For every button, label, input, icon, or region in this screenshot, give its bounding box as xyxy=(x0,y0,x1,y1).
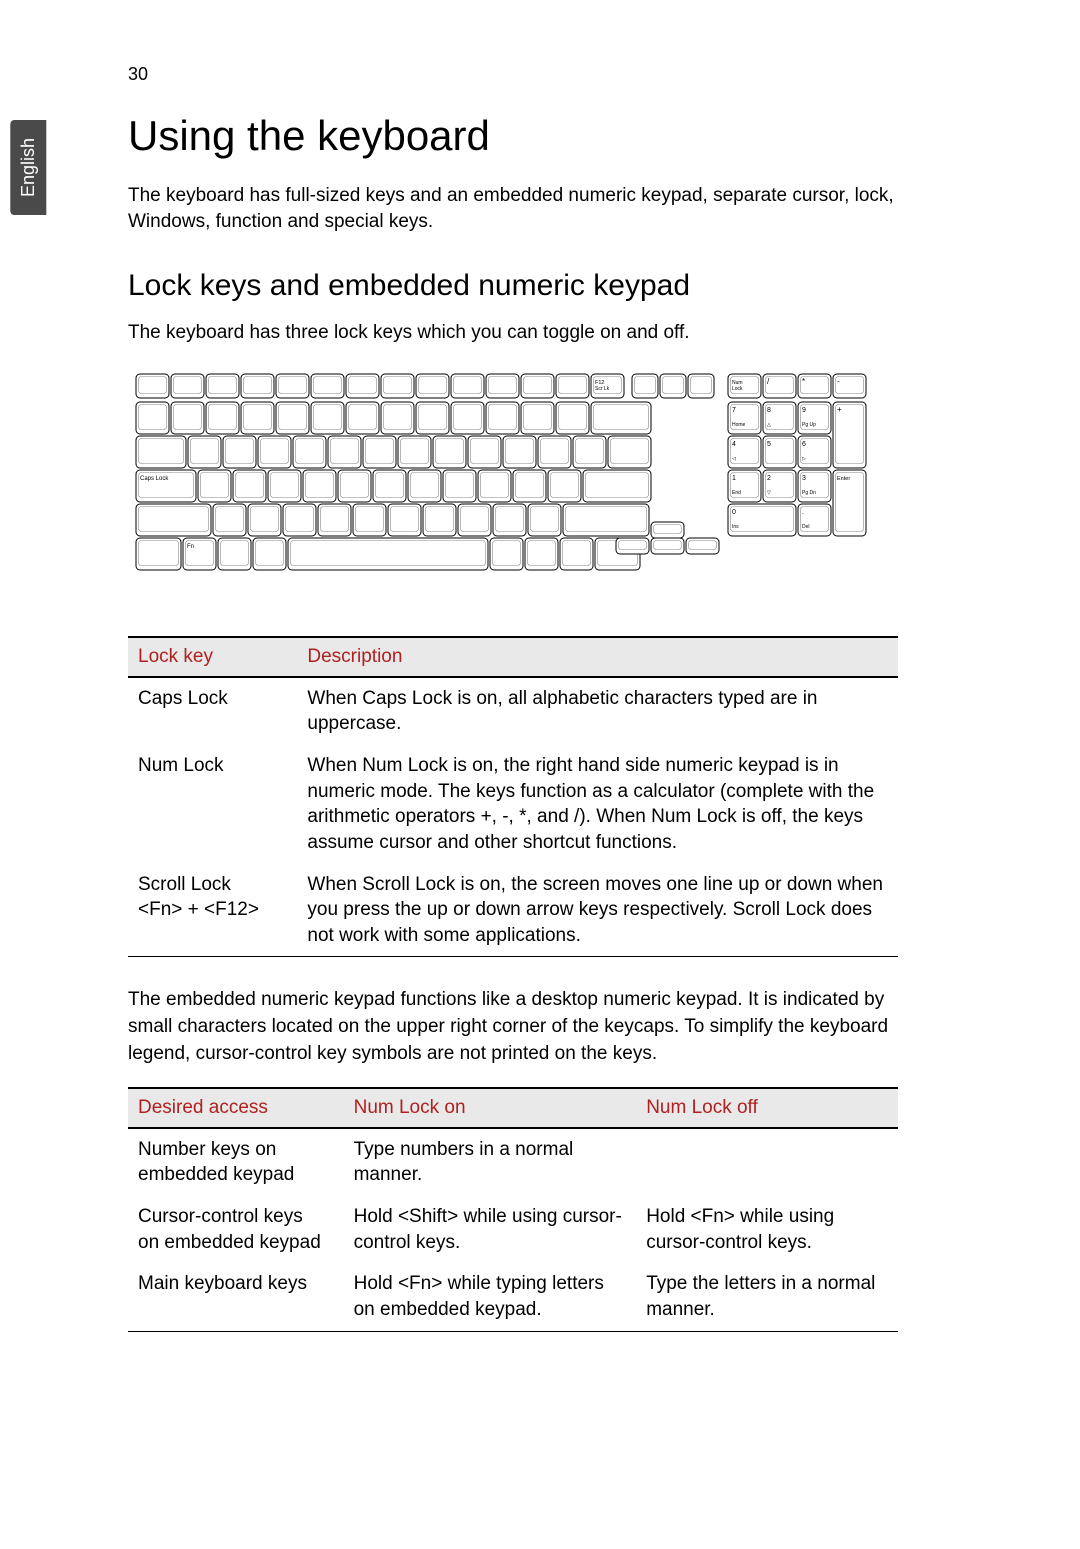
section-heading: Lock keys and embedded numeric keypad xyxy=(128,266,898,307)
lock-keys-table: Lock key Description Caps Lock When Caps… xyxy=(128,636,898,957)
svg-text:◁: ◁ xyxy=(732,456,736,462)
svg-text:6: 6 xyxy=(802,441,806,448)
svg-text:Home: Home xyxy=(732,422,746,428)
svg-text:▷: ▷ xyxy=(802,456,806,462)
svg-text:Pg Up: Pg Up xyxy=(802,422,816,428)
svg-text:Fn: Fn xyxy=(187,544,194,550)
keyboard-diagram: F12Scr LkNumLock/*-Caps LockFn7Home8△9Pg… xyxy=(128,366,898,596)
svg-text:▽: ▽ xyxy=(767,490,771,496)
table1-header-desc: Description xyxy=(297,637,898,677)
svg-text:Ins: Ins xyxy=(732,524,739,530)
table-row: Main keyboard keys Hold <Fn> while typin… xyxy=(128,1263,898,1331)
svg-text:+: + xyxy=(837,405,842,414)
table-row: Cursor-control keyson embedded keypad Ho… xyxy=(128,1196,898,1263)
table-row: Scroll Lock<Fn> + <F12> When Scroll Lock… xyxy=(128,864,898,957)
page-title: Using the keyboard xyxy=(128,108,898,165)
table2-r2-c2: Hold <Fn> while typing letters on embedd… xyxy=(344,1263,637,1331)
table-row: Num Lock When Num Lock is on, the right … xyxy=(128,745,898,864)
svg-text:.: . xyxy=(802,509,804,516)
svg-text:Pg Dn: Pg Dn xyxy=(802,490,816,496)
svg-text:-: - xyxy=(837,377,840,386)
table2-r2-c3: Type the letters in a normal manner. xyxy=(636,1263,898,1331)
table2-r0-c2: Type numbers in a normal manner. xyxy=(344,1128,637,1196)
table2-r0-c3 xyxy=(636,1128,898,1196)
svg-text:0: 0 xyxy=(732,509,736,516)
svg-text:*: * xyxy=(802,377,805,386)
svg-text:7: 7 xyxy=(732,407,736,414)
section-subtext: The keyboard has three lock keys which y… xyxy=(128,320,898,346)
intro-paragraph: The keyboard has full-sized keys and an … xyxy=(128,183,898,236)
page-content: Using the keyboard The keyboard has full… xyxy=(128,100,898,1362)
svg-text:8: 8 xyxy=(767,407,771,414)
svg-text:△: △ xyxy=(767,422,771,428)
svg-text:Caps Lock: Caps Lock xyxy=(140,476,169,482)
svg-text:3: 3 xyxy=(802,475,806,482)
table-row: Caps Lock When Caps Lock is on, all alph… xyxy=(128,677,898,745)
table2-r2-c1: Main keyboard keys xyxy=(128,1263,344,1331)
table2-header-1: Num Lock on xyxy=(344,1088,637,1128)
table2-header-0: Desired access xyxy=(128,1088,344,1128)
page-number: 30 xyxy=(128,62,148,86)
table2-r0-c1: Number keys on embedded keypad xyxy=(128,1128,344,1196)
svg-text:Del: Del xyxy=(802,524,810,530)
table2-header-2: Num Lock off xyxy=(636,1088,898,1128)
svg-text:Enter: Enter xyxy=(837,476,850,482)
svg-text:End: End xyxy=(732,490,741,496)
svg-text:1: 1 xyxy=(732,475,736,482)
table1-r1-desc: When Num Lock is on, the right hand side… xyxy=(297,745,898,864)
table1-header-key: Lock key xyxy=(128,637,297,677)
table2-r1-c3: Hold <Fn> while using cursor-control key… xyxy=(636,1196,898,1263)
keypad-paragraph: The embedded numeric keypad functions li… xyxy=(128,987,898,1067)
svg-text:Lock: Lock xyxy=(732,386,743,392)
svg-text:5: 5 xyxy=(767,441,771,448)
svg-text:2: 2 xyxy=(767,475,771,482)
table-row: Number keys on embedded keypad Type numb… xyxy=(128,1128,898,1196)
table1-r0-desc: When Caps Lock is on, all alphabetic cha… xyxy=(297,677,898,745)
svg-text:4: 4 xyxy=(732,441,736,448)
table1-r2-key: Scroll Lock<Fn> + <F12> xyxy=(128,864,297,957)
table2-r1-c2: Hold <Shift> while using cursor-control … xyxy=(344,1196,637,1263)
table1-r0-key: Caps Lock xyxy=(128,677,297,745)
svg-text:Scr Lk: Scr Lk xyxy=(595,386,610,392)
table1-r1-key: Num Lock xyxy=(128,745,297,864)
table1-r2-desc: When Scroll Lock is on, the screen moves… xyxy=(297,864,898,957)
numlock-table: Desired access Num Lock on Num Lock off … xyxy=(128,1087,898,1331)
svg-text:9: 9 xyxy=(802,407,806,414)
table2-r1-c1: Cursor-control keyson embedded keypad xyxy=(128,1196,344,1263)
language-tab: English xyxy=(10,120,46,215)
